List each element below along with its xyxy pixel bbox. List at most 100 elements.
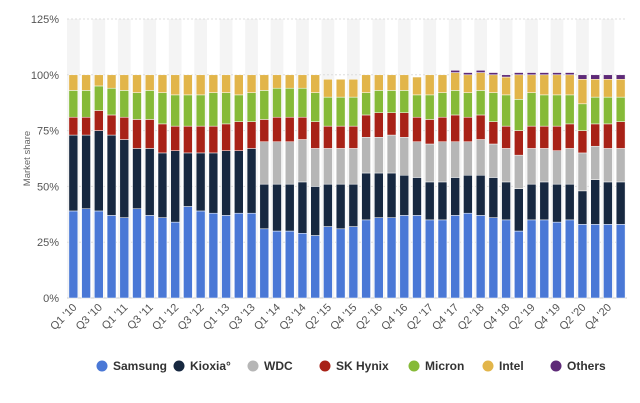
- bar-segment[interactable]: [603, 123, 613, 149]
- bar-segment[interactable]: [272, 87, 282, 118]
- bar-segment[interactable]: [450, 70, 460, 73]
- bar-segment[interactable]: [272, 230, 282, 299]
- bar-segment[interactable]: [425, 74, 435, 96]
- bar-segment[interactable]: [514, 188, 524, 232]
- bar-segment[interactable]: [412, 177, 422, 216]
- bar-segment[interactable]: [297, 181, 308, 234]
- bar-segment[interactable]: [514, 74, 524, 100]
- bar-segment[interactable]: [437, 74, 448, 93]
- bar-segment[interactable]: [526, 92, 537, 127]
- bar-segment[interactable]: [323, 79, 333, 98]
- legend-item[interactable]: Micron: [408, 359, 465, 373]
- bar-segment[interactable]: [603, 181, 613, 225]
- bar-segment[interactable]: [335, 79, 346, 98]
- bar-segment[interactable]: [488, 72, 499, 76]
- bar-segment[interactable]: [285, 74, 295, 89]
- bar-segment[interactable]: [195, 125, 206, 154]
- bar-segment[interactable]: [437, 141, 448, 183]
- bar-segment[interactable]: [565, 72, 575, 76]
- bar-segment[interactable]: [386, 134, 397, 174]
- bar-segment[interactable]: [552, 74, 562, 96]
- bar-segment[interactable]: [514, 130, 524, 156]
- bar-segment[interactable]: [539, 72, 549, 76]
- bar-segment[interactable]: [412, 76, 422, 96]
- bar-segment[interactable]: [603, 79, 613, 98]
- bar-segment[interactable]: [183, 125, 193, 154]
- bar-segment[interactable]: [463, 212, 473, 299]
- bar-segment[interactable]: [119, 139, 129, 218]
- bar-segment[interactable]: [119, 217, 129, 299]
- bar-segment[interactable]: [590, 179, 600, 225]
- bar-segment[interactable]: [157, 123, 168, 154]
- bar-segment[interactable]: [246, 74, 257, 93]
- bar-segment[interactable]: [565, 183, 575, 221]
- bar-segment[interactable]: [590, 74, 600, 80]
- bar-segment[interactable]: [94, 85, 104, 111]
- bar-segment[interactable]: [183, 94, 193, 127]
- bar-segment[interactable]: [348, 183, 359, 227]
- bar-segment[interactable]: [488, 121, 499, 145]
- bar-segment[interactable]: [386, 90, 397, 113]
- bar-segment[interactable]: [94, 110, 104, 131]
- bar-segment[interactable]: [565, 148, 575, 185]
- bar-segment[interactable]: [577, 152, 588, 192]
- bar-segment[interactable]: [412, 116, 422, 143]
- bar-segment[interactable]: [577, 74, 588, 80]
- bar-segment[interactable]: [323, 183, 333, 227]
- bar-segment[interactable]: [335, 148, 346, 185]
- bar-segment[interactable]: [374, 172, 384, 218]
- bar-segment[interactable]: [259, 141, 269, 185]
- bar-segment[interactable]: [285, 87, 295, 118]
- bar-segment[interactable]: [488, 217, 499, 299]
- bar-segment[interactable]: [221, 74, 231, 93]
- bar-segment[interactable]: [335, 125, 346, 149]
- bar-segment[interactable]: [145, 90, 155, 120]
- bar-segment[interactable]: [145, 74, 155, 91]
- legend-item[interactable]: Samsung: [96, 359, 168, 373]
- bar-segment[interactable]: [475, 90, 486, 116]
- bar-segment[interactable]: [348, 226, 359, 299]
- bar-segment[interactable]: [183, 74, 193, 96]
- bar-segment[interactable]: [157, 92, 168, 125]
- bar-segment[interactable]: [208, 125, 219, 154]
- bar-segment[interactable]: [221, 215, 231, 299]
- bar-segment[interactable]: [348, 148, 359, 185]
- bar-segment[interactable]: [272, 116, 282, 143]
- bar-segment[interactable]: [450, 90, 460, 116]
- bar-segment[interactable]: [323, 148, 333, 185]
- bar-segment[interactable]: [475, 72, 486, 91]
- bar-segment[interactable]: [374, 217, 384, 299]
- bar-segment[interactable]: [361, 219, 371, 299]
- bar-segment[interactable]: [539, 181, 549, 221]
- bar-segment[interactable]: [221, 123, 231, 151]
- bar-segment[interactable]: [157, 217, 168, 299]
- bar-segment[interactable]: [475, 215, 486, 299]
- bar-segment[interactable]: [526, 125, 537, 149]
- bar-segment[interactable]: [132, 148, 142, 209]
- bar-segment[interactable]: [310, 121, 320, 149]
- bar-segment[interactable]: [145, 119, 155, 149]
- bar-segment[interactable]: [590, 123, 600, 147]
- bar-segment[interactable]: [565, 94, 575, 125]
- bar-segment[interactable]: [475, 139, 486, 176]
- bar-segment[interactable]: [323, 226, 333, 299]
- bar-segment[interactable]: [285, 116, 295, 143]
- bar-segment[interactable]: [272, 74, 282, 89]
- bar-segment[interactable]: [170, 74, 180, 96]
- bar-segment[interactable]: [259, 119, 269, 143]
- bar-segment[interactable]: [297, 74, 308, 89]
- bar-segment[interactable]: [335, 96, 346, 127]
- bar-segment[interactable]: [195, 152, 206, 212]
- bar-segment[interactable]: [425, 219, 435, 299]
- bar-segment[interactable]: [68, 210, 79, 299]
- bar-segment[interactable]: [195, 94, 206, 127]
- bar-segment[interactable]: [361, 137, 371, 174]
- bar-segment[interactable]: [412, 141, 422, 178]
- bar-segment[interactable]: [310, 74, 320, 93]
- bar-segment[interactable]: [145, 215, 155, 299]
- bar-segment[interactable]: [119, 90, 129, 118]
- bar-segment[interactable]: [272, 141, 282, 185]
- bar-segment[interactable]: [501, 125, 511, 149]
- bar-segment[interactable]: [323, 125, 333, 149]
- bar-segment[interactable]: [246, 148, 257, 214]
